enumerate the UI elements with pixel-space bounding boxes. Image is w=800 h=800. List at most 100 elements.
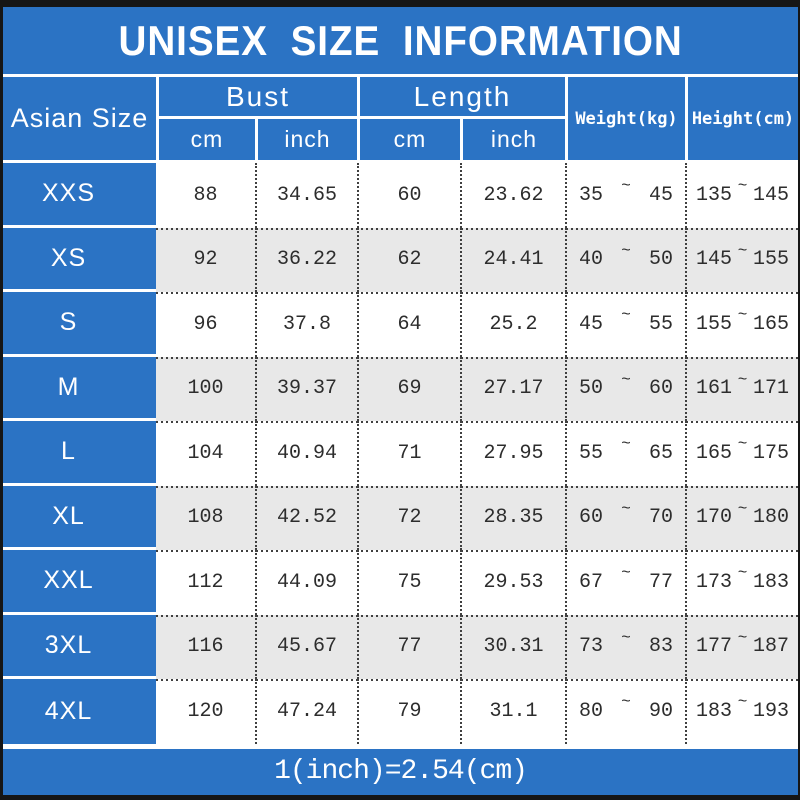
height-max-value: 180: [752, 506, 789, 530]
height-range: 165 ~ 175: [685, 421, 798, 486]
weight-range: 45 ~ 55: [565, 292, 685, 357]
length-cm-value: 79: [357, 679, 460, 744]
height-min-value: 161: [696, 377, 733, 401]
header-asian-size: Asian Size: [3, 77, 156, 160]
length-cm-value: 64: [357, 292, 460, 357]
header-height: Height(cm): [685, 77, 798, 160]
tilde-separator: ~: [737, 564, 748, 583]
length-inch-value: 27.95: [460, 421, 565, 486]
weight-min-value: 50: [579, 377, 604, 401]
length-inch-value: 30.31: [460, 614, 565, 679]
bust-inch-value: 45.67: [255, 614, 357, 679]
size-label: XL: [3, 485, 156, 550]
row-values: 116 45.67 77 30.31 73 ~ 83 177 ~ 187: [156, 614, 798, 679]
title-divider: [3, 74, 798, 77]
weight-min-value: 73: [579, 635, 604, 659]
weight-range: 80 ~ 90: [565, 679, 685, 744]
tilde-separator: ~: [621, 499, 631, 518]
table-row: S 96 37.8 64 25.2 45 ~ 55 155 ~ 165: [3, 292, 798, 357]
height-range: 170 ~ 180: [685, 485, 798, 550]
row-values: 120 47.24 79 31.1 80 ~ 90 183 ~ 193: [156, 679, 798, 744]
weight-range: 40 ~ 50: [565, 227, 685, 292]
height-max-value: 171: [752, 377, 789, 401]
height-range: 183 ~ 193: [685, 679, 798, 744]
height-min-value: 177: [696, 635, 733, 659]
length-inch-value: 24.41: [460, 227, 565, 292]
length-cm-value: 62: [357, 227, 460, 292]
height-max-value: 165: [752, 312, 789, 336]
length-cm-value: 77: [357, 614, 460, 679]
bust-cm-value: 96: [193, 312, 218, 336]
table-row: XXS 88 34.65 60 23.62 35 ~ 45 135 ~ 145: [3, 163, 798, 228]
weight-max-value: 60: [648, 377, 673, 401]
header-length-cm: cm: [357, 119, 460, 160]
height-min-value: 170: [696, 506, 733, 530]
height-max-value: 155: [752, 248, 789, 272]
header-bust: Bust: [156, 77, 357, 119]
length-inch-value: 31.1: [460, 679, 565, 744]
header-bust-inch: inch: [255, 119, 357, 160]
size-label: 3XL: [3, 614, 156, 679]
size-label: XXS: [3, 163, 156, 228]
height-min-value: 145: [696, 248, 733, 272]
height-range: 145 ~ 155: [685, 227, 798, 292]
tilde-separator: ~: [621, 564, 631, 583]
weight-min-value: 55: [579, 441, 604, 465]
weight-range: 35 ~ 45: [565, 163, 685, 228]
bust-inch-value: 39.37: [255, 356, 357, 421]
row-values: 112 44.09 75 29.53 67 ~ 77 173 ~ 183: [156, 550, 798, 615]
bust-cm-value: 104: [187, 441, 224, 465]
tilde-separator: ~: [621, 177, 631, 196]
length-inch-value: 29.53: [460, 550, 565, 615]
table-row: 4XL 120 47.24 79 31.1 80 ~ 90 183 ~ 193: [3, 679, 798, 744]
bust-cm-value: 116: [187, 635, 224, 659]
size-label: XXL: [3, 550, 156, 615]
weight-range: 67 ~ 77: [565, 550, 685, 615]
height-range: 155 ~ 165: [685, 292, 798, 357]
bust-inch-value: 34.65: [255, 163, 357, 228]
row-values: 92 36.22 62 24.41 40 ~ 50 145 ~ 155: [156, 227, 798, 292]
weight-max-value: 45: [648, 183, 673, 207]
header-divider: [3, 160, 798, 163]
weight-min-value: 67: [579, 570, 604, 594]
weight-max-value: 65: [648, 441, 673, 465]
bust-cm-value: 120: [187, 699, 224, 723]
tilde-separator: ~: [737, 628, 748, 647]
height-min-value: 173: [696, 570, 733, 594]
length-cm-value: 60: [357, 163, 460, 228]
tilde-separator: ~: [737, 241, 748, 260]
weight-max-value: 70: [648, 506, 673, 530]
tilde-separator: ~: [737, 693, 748, 712]
length-cm-value: 72: [357, 485, 460, 550]
weight-max-value: 50: [648, 248, 673, 272]
bust-cm-value: 108: [187, 506, 224, 530]
weight-max-value: 83: [648, 635, 673, 659]
weight-range: 73 ~ 83: [565, 614, 685, 679]
weight-max-value: 90: [648, 699, 673, 723]
header-length: Length: [357, 77, 565, 119]
bottom-border: [3, 794, 798, 800]
height-min-value: 135: [696, 183, 733, 207]
row-values: 88 34.65 60 23.62 35 ~ 45 135 ~ 145: [156, 163, 798, 228]
table-row: 3XL 116 45.67 77 30.31 73 ~ 83 177 ~ 187: [3, 614, 798, 679]
table-row: XL 108 42.52 72 28.35 60 ~ 70 170 ~ 180: [3, 485, 798, 550]
title-band: UNISEX SIZE INFORMATION: [3, 7, 798, 74]
weight-min-value: 40: [579, 248, 604, 272]
tilde-separator: ~: [621, 435, 631, 454]
tilde-separator: ~: [621, 693, 631, 712]
bust-inch-value: 42.52: [255, 485, 357, 550]
bust-inch-value: 44.09: [255, 550, 357, 615]
weight-range: 60 ~ 70: [565, 485, 685, 550]
weight-max-value: 77: [648, 570, 673, 594]
bust-cm-value: 88: [193, 183, 218, 207]
tilde-separator: ~: [737, 435, 748, 454]
height-range: 173 ~ 183: [685, 550, 798, 615]
table-row: L 104 40.94 71 27.95 55 ~ 65 165 ~ 175: [3, 421, 798, 486]
bust-cm-value: 112: [187, 570, 224, 594]
size-label: L: [3, 421, 156, 486]
height-min-value: 165: [696, 441, 733, 465]
row-values: 108 42.52 72 28.35 60 ~ 70 170 ~ 180: [156, 485, 798, 550]
weight-range: 55 ~ 65: [565, 421, 685, 486]
header-bust-cm: cm: [156, 119, 255, 160]
